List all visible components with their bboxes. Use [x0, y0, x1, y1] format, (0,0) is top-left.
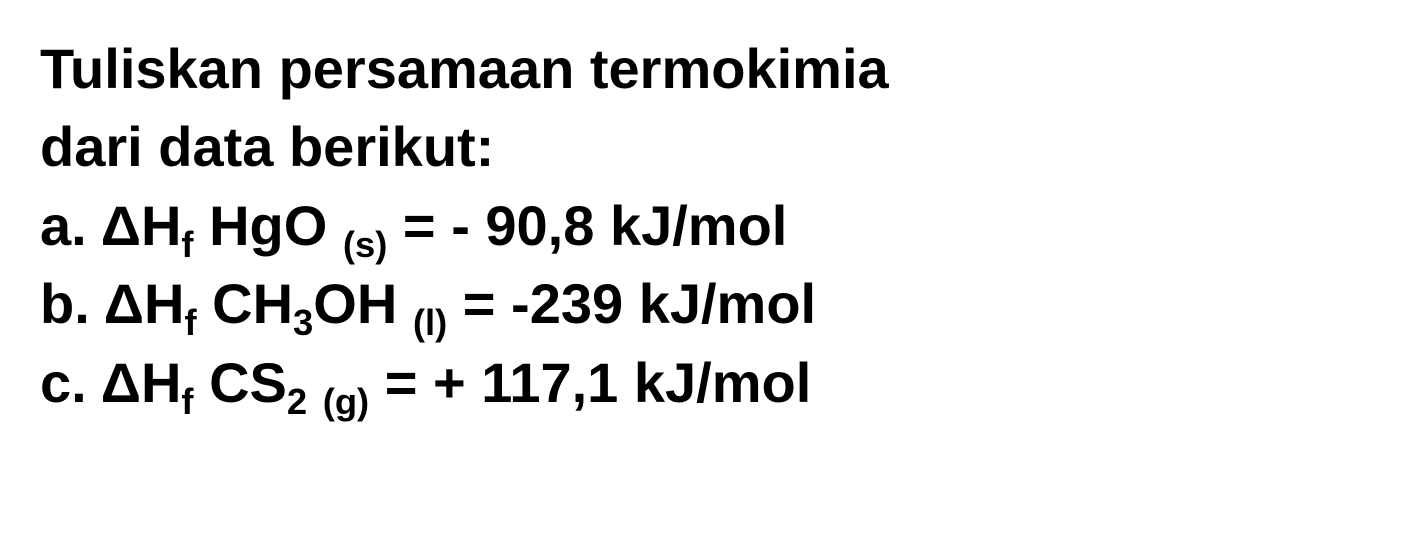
item-b-s1: 3 [293, 302, 313, 343]
delta-symbol: Δ [101, 351, 141, 414]
item-c-eq: = [369, 351, 433, 414]
sp [307, 351, 323, 414]
item-b-value: -239 kJ/mol [511, 272, 816, 335]
item-a: a.ΔHf HgO (s) = - 90,8 kJ/mol [40, 187, 1376, 265]
item-a-eq: = [387, 194, 451, 257]
item-c-value: + 117,1 kJ/mol [433, 351, 811, 414]
item-a-phase: (s) [343, 224, 387, 265]
delta-symbol: Δ [104, 272, 144, 335]
item-a-label: a. [40, 194, 87, 257]
heading-line-2: dari data berikut: [40, 108, 1376, 186]
item-c: c.ΔHf CS2 (g) = + 117,1 kJ/mol [40, 344, 1376, 422]
item-c-s1: 2 [287, 381, 307, 422]
item-b-eq: = [447, 272, 511, 335]
sp [327, 194, 343, 257]
item-b-H: H [144, 272, 184, 335]
heading-line-1: Tuliskan persamaan termokimia [40, 30, 1376, 108]
item-a-value: - 90,8 kJ/mol [451, 194, 787, 257]
sp [194, 351, 210, 414]
item-c-label: c. [40, 351, 87, 414]
item-b-c1: CH [212, 272, 293, 335]
item-c-H: H [141, 351, 181, 414]
item-b-label: b. [40, 272, 90, 335]
sp [397, 272, 413, 335]
sp [194, 194, 210, 257]
item-a-H: H [141, 194, 181, 257]
item-b: b.ΔHf CH3OH (l) = -239 kJ/mol [40, 265, 1376, 343]
item-c-c1: CS [209, 351, 287, 414]
item-a-f-sub: f [181, 224, 193, 265]
item-a-compound: HgO [209, 194, 327, 257]
item-b-c2: OH [313, 272, 397, 335]
item-c-f-sub: f [181, 381, 193, 422]
item-b-f-sub: f [184, 302, 196, 343]
item-c-phase: (g) [323, 381, 369, 422]
item-b-phase: (l) [413, 302, 447, 343]
delta-symbol: Δ [101, 194, 141, 257]
sp [197, 272, 213, 335]
